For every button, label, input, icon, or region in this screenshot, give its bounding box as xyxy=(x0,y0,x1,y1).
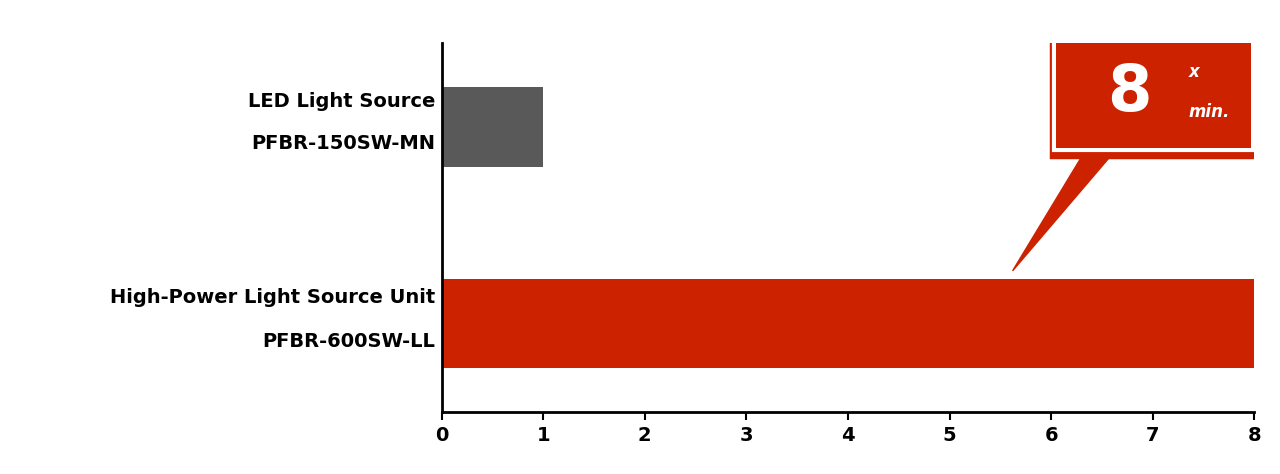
Text: x: x xyxy=(1188,63,1199,81)
Text: High-Power Light Source Unit: High-Power Light Source Unit xyxy=(110,288,435,307)
FancyBboxPatch shape xyxy=(1055,36,1253,150)
FancyBboxPatch shape xyxy=(1056,38,1252,148)
Text: min.: min. xyxy=(1188,103,1230,121)
Text: LED Light Source: LED Light Source xyxy=(248,91,435,110)
Text: PFBR-150SW-MN: PFBR-150SW-MN xyxy=(251,134,435,153)
Text: PFBR-600SW-LL: PFBR-600SW-LL xyxy=(262,332,435,351)
Bar xyxy=(442,279,1254,368)
Polygon shape xyxy=(1012,148,1117,271)
Bar xyxy=(442,87,543,167)
FancyBboxPatch shape xyxy=(1051,30,1257,157)
Text: 8: 8 xyxy=(1107,63,1152,124)
